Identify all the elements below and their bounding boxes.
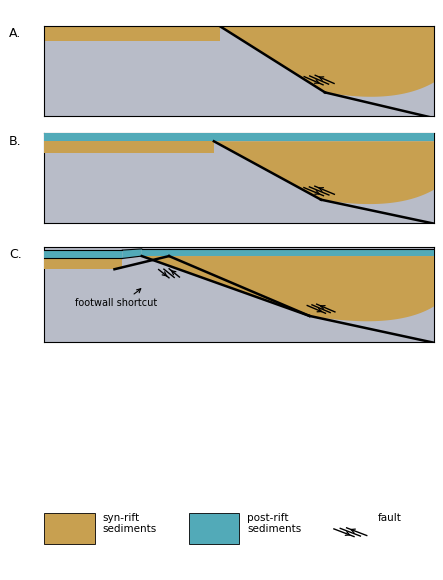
Text: A.: A. [9, 27, 21, 40]
Polygon shape [44, 26, 220, 41]
Text: C.: C. [9, 248, 22, 260]
Polygon shape [44, 259, 122, 269]
Polygon shape [142, 249, 434, 256]
Polygon shape [44, 250, 122, 259]
Polygon shape [142, 256, 434, 321]
Text: fault: fault [377, 513, 401, 523]
Polygon shape [142, 256, 309, 316]
Text: syn-rift
sediments: syn-rift sediments [103, 513, 157, 534]
Bar [189, 513, 239, 544]
Polygon shape [44, 142, 214, 153]
Bar [44, 513, 95, 544]
Text: footwall shortcut: footwall shortcut [75, 289, 158, 309]
Polygon shape [122, 249, 142, 259]
Text: post-rift
sediments: post-rift sediments [247, 513, 301, 534]
Polygon shape [44, 133, 434, 142]
Polygon shape [220, 26, 434, 97]
Polygon shape [214, 142, 434, 204]
Text: B.: B. [9, 135, 21, 147]
